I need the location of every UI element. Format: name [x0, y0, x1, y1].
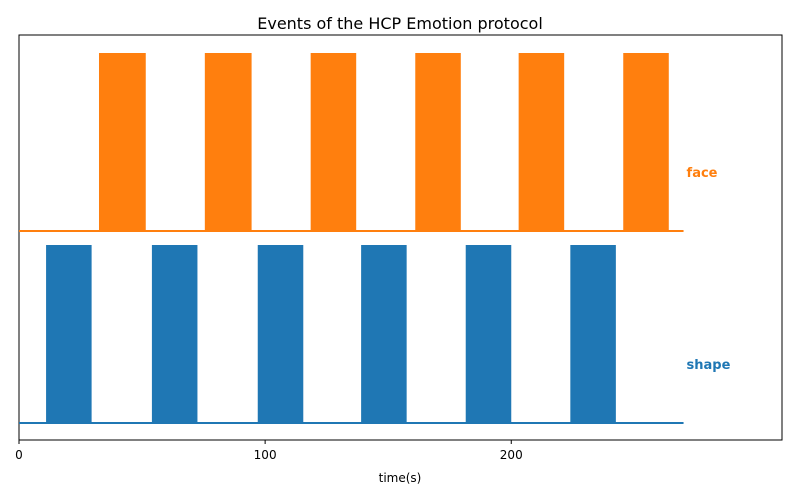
event-bar: [623, 53, 669, 231]
series-layer: face shape: [19, 53, 731, 424]
series-face: face: [19, 53, 718, 232]
x-tick-label: 100: [254, 448, 277, 462]
event-bar: [361, 245, 407, 423]
event-bar: [151, 245, 198, 423]
event-bar: [465, 245, 512, 423]
event-bar: [415, 53, 461, 231]
event-bar: [98, 53, 146, 231]
chart-title: Events of the HCP Emotion protocol: [257, 14, 543, 33]
event-bar: [518, 53, 565, 231]
x-axis-label: time(s): [379, 471, 422, 485]
series-label: shape: [687, 358, 731, 373]
event-bar: [46, 245, 92, 423]
x-axis: 0 100 200: [15, 440, 523, 462]
event-bar: [257, 245, 304, 423]
event-bar: [204, 53, 252, 231]
event-bar: [570, 245, 616, 423]
x-tick-label: 200: [500, 448, 523, 462]
x-tick-label: 0: [15, 448, 23, 462]
event-bar: [310, 53, 357, 231]
series-shape: shape: [19, 245, 731, 424]
series-label: face: [687, 166, 718, 181]
